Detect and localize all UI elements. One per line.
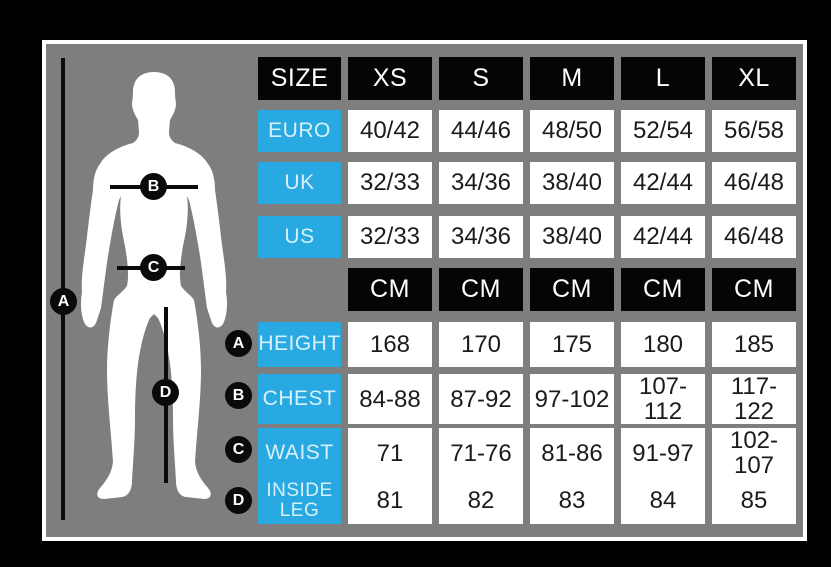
table-cell: 52/54 [621, 110, 705, 152]
table-cell: 42/44 [621, 162, 705, 204]
unit-cell: CM [439, 268, 523, 311]
table-cell: 44/46 [439, 110, 523, 152]
table-row-euro: EURO 40/42 44/46 48/50 52/54 56/58 [258, 110, 796, 152]
table-row-uk: UK 32/33 34/36 38/40 42/44 46/48 [258, 162, 796, 204]
row-label-us: US [258, 216, 341, 258]
size-col-s: S [439, 57, 523, 100]
unit-cell: CM [621, 268, 705, 311]
row-label-chest: CHEST [258, 374, 341, 425]
table-cell: 82 [439, 478, 523, 524]
figure-marker-d: D [152, 379, 179, 406]
table-cell: 34/36 [439, 216, 523, 258]
table-row-chest: CHEST 84-88 87-92 97-102 107-112 117-122 [258, 374, 796, 424]
table-cell: 46/48 [712, 162, 796, 204]
table-cell: 84-88 [348, 374, 432, 425]
size-col-xl: XL [712, 57, 796, 100]
row-label-inside-leg: INSIDE LEG [258, 478, 341, 524]
table-cell: 102-107 [712, 428, 796, 478]
table-cell: 97-102 [530, 374, 614, 425]
table-header-row: SIZE XS S M L XL [258, 57, 796, 100]
table-cell: 87-92 [439, 374, 523, 425]
table-cell: 48/50 [530, 110, 614, 152]
table-row-height: HEIGHT 168 170 175 180 185 [258, 322, 796, 367]
table-cell: 117-122 [712, 374, 796, 424]
table-cell: 170 [439, 322, 523, 367]
table-row-waist: WAIST 71 71-76 81-86 91-97 102-107 [258, 428, 796, 478]
row-marker-c: C [225, 436, 252, 463]
table-cell: 46/48 [712, 216, 796, 258]
size-col-xs: XS [348, 57, 432, 100]
size-col-l: L [621, 57, 705, 100]
table-cell: 84 [621, 478, 705, 524]
male-body-silhouette-image [81, 72, 227, 499]
row-label-euro: EURO [258, 110, 341, 152]
table-cell: 32/33 [348, 162, 432, 204]
table-cell: 38/40 [530, 162, 614, 204]
row-label-height: HEIGHT [258, 322, 341, 367]
unit-cell: CM [348, 268, 432, 311]
row-marker-b: B [225, 382, 252, 409]
row-label-uk: UK [258, 162, 341, 204]
size-header-cell: SIZE [258, 57, 341, 100]
table-cell: 42/44 [621, 216, 705, 258]
row-marker-d: D [225, 487, 252, 514]
table-cell: 32/33 [348, 216, 432, 258]
table-cell: 81-86 [530, 428, 614, 479]
table-cell: 40/42 [348, 110, 432, 152]
table-cell: 85 [712, 478, 796, 524]
table-cell: 34/36 [439, 162, 523, 204]
table-cell: 107-112 [621, 374, 705, 424]
unit-cell: CM [712, 268, 796, 311]
unit-cell: CM [530, 268, 614, 311]
table-cell: 38/40 [530, 216, 614, 258]
row-label-waist: WAIST [258, 428, 341, 479]
table-cell: 56/58 [712, 110, 796, 152]
figure-marker-c: C [140, 254, 167, 281]
table-row-units: CM CM CM CM CM [258, 268, 796, 311]
table-cell: 180 [621, 322, 705, 367]
table-cell: 71 [348, 428, 432, 479]
table-row-inside-leg: INSIDE LEG 81 82 83 84 85 [258, 478, 796, 524]
table-cell: 83 [530, 478, 614, 524]
table-cell: 81 [348, 478, 432, 524]
figure-marker-b: B [140, 173, 167, 200]
table-cell: 185 [712, 322, 796, 367]
figure-marker-a: A [50, 288, 77, 315]
table-cell: 91-97 [621, 428, 705, 479]
size-col-m: M [530, 57, 614, 100]
table-cell: 175 [530, 322, 614, 367]
table-cell: 71-76 [439, 428, 523, 479]
row-marker-a: A [225, 330, 252, 357]
table-cell: 168 [348, 322, 432, 367]
empty-cell [258, 268, 341, 311]
table-row-us: US 32/33 34/36 38/40 42/44 46/48 [258, 216, 796, 258]
